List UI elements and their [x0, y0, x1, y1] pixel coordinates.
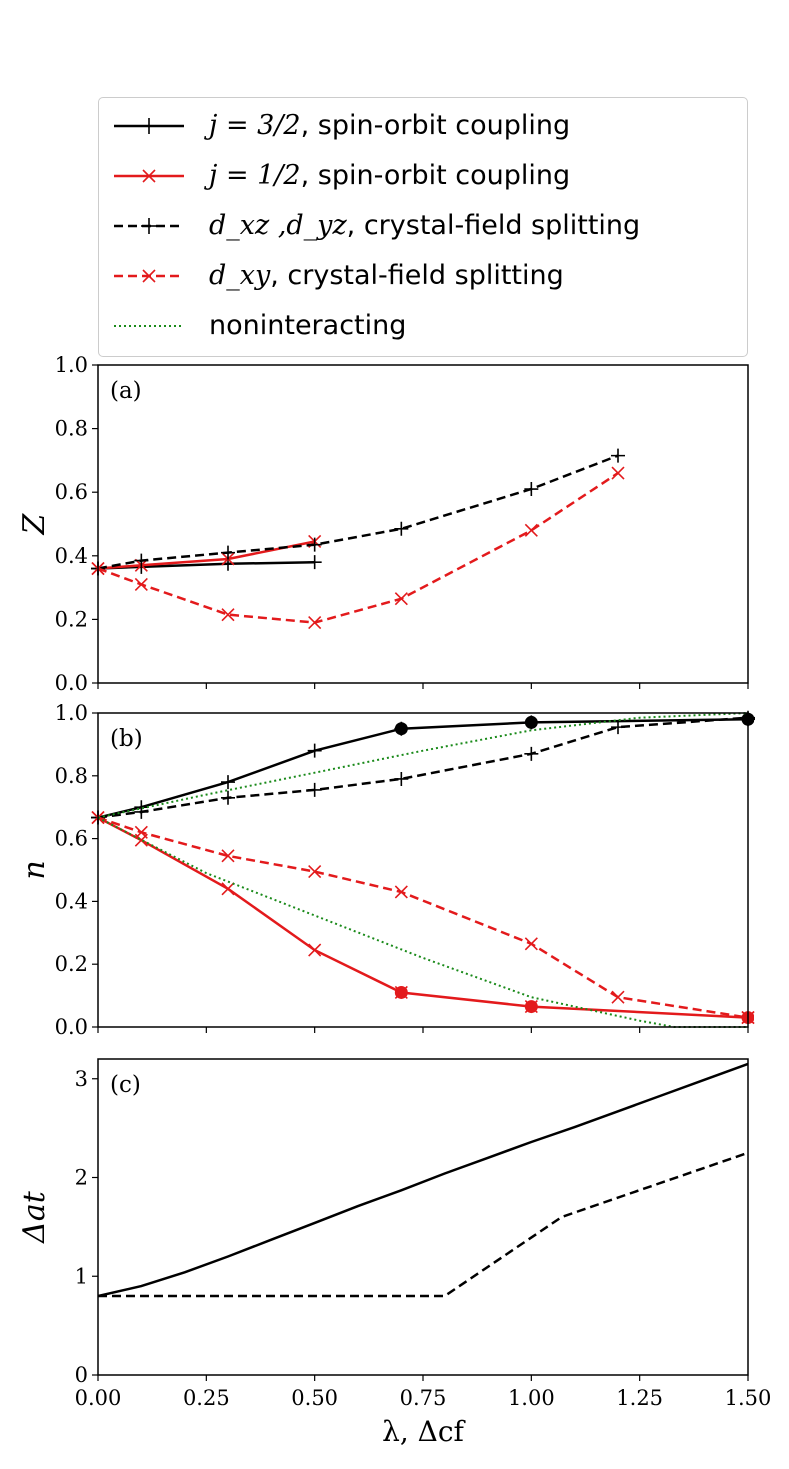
legend-swatch-dxy	[114, 269, 184, 283]
marker-p1-3-5	[524, 937, 538, 951]
marker-p1-3-4	[394, 885, 408, 899]
series-line-p1-3	[98, 816, 749, 1019]
marker-p1-3-3	[308, 865, 322, 879]
x-tick-label-0: 0.00	[75, 1386, 122, 1410]
legend-entry-dxz-dyz: d_xz ,d_yz, crystal-field splitting	[99, 206, 747, 246]
x-tick-label-4: 1.00	[508, 1386, 555, 1410]
y-tick-label-p0-2: 0.4	[55, 544, 88, 568]
x-tick-label-6: 1.50	[725, 1386, 772, 1410]
legend-swatch-noninteracting	[114, 325, 184, 327]
marker-p1-0-2	[221, 775, 235, 790]
marker-p1-2-2	[221, 790, 235, 805]
y-tick-label-p2-1: 1	[75, 1264, 88, 1288]
marker-p1-3-6	[611, 990, 625, 1004]
y-tick-label-p2-2: 2	[75, 1166, 88, 1190]
marker-p1-1-3	[308, 943, 322, 957]
marker-p1-2-4	[394, 771, 409, 786]
legend-label-dxy: d_xy, crystal-field splitting	[209, 260, 564, 291]
y-tick-label-p0-1: 0.2	[55, 607, 88, 631]
marker-p1-3-2	[221, 849, 235, 863]
y-axis-label-2: Δat	[17, 1190, 52, 1244]
y-tick-label-p1-1: 0.2	[55, 952, 88, 976]
legend-entry-noninteracting: noninteracting	[99, 306, 747, 346]
dot-p1-0-1	[524, 715, 538, 729]
marker-p0-3-5	[524, 523, 538, 537]
marker-p0-3-2	[221, 608, 235, 622]
y-axis-label-1: n	[17, 860, 52, 879]
series-line-p0-1	[98, 540, 315, 570]
x-axis-label: λ, Δcf	[382, 1415, 466, 1448]
marker-p0-3-6	[611, 466, 625, 480]
dot-p1-1-0	[394, 985, 408, 999]
y-tick-label-p0-3: 0.6	[55, 480, 88, 504]
y-tick-label-p2-0: 0	[75, 1363, 88, 1387]
marker-p1-2-6	[611, 720, 625, 735]
y-tick-label-p0-4: 0.8	[55, 417, 88, 441]
panel-label-2: (c)	[110, 1072, 141, 1098]
marker-p0-2-1	[134, 553, 149, 568]
marker-p0-3-1	[134, 577, 148, 591]
marker-p0-0-3	[307, 555, 322, 570]
marker-p1-2-5	[524, 746, 539, 761]
x-tick-label-3: 0.75	[400, 1386, 447, 1410]
series-line-p1-2	[98, 716, 749, 819]
panel-label-0: (a)	[110, 378, 142, 404]
y-tick-label-p1-3: 0.6	[55, 827, 88, 851]
y-tick-label-p0-5: 1.0	[55, 353, 88, 377]
legend-entry-j12: j = 1/2, spin-orbit coupling	[99, 156, 747, 196]
marker-p0-2-2	[221, 545, 235, 560]
marker-p0-2-5	[524, 482, 539, 497]
panel-label-1: (b)	[110, 726, 143, 752]
series-line-p0-2	[98, 454, 619, 570]
marker-p0-3-4	[394, 592, 408, 606]
marker-p1-2-3	[307, 782, 322, 797]
x-tick-label-5: 1.25	[616, 1386, 663, 1410]
x-tick-label-2: 0.50	[291, 1386, 338, 1410]
legend-label-j12: j = 1/2, spin-orbit coupling	[209, 160, 571, 191]
dot-p1-0-0	[394, 722, 408, 736]
series-line-p0-3	[98, 472, 619, 624]
y-axis-label-0: Z	[17, 512, 52, 535]
marker-p0-2-6	[611, 448, 625, 463]
y-tick-label-p1-0: 0.0	[55, 1015, 88, 1039]
marker-p1-0-3	[307, 743, 322, 758]
series-line-p2-1	[98, 1151, 749, 1298]
legend-swatch-j32	[114, 118, 184, 134]
y-tick-label-p0-0: 0.0	[55, 671, 88, 695]
series-line-p2-0	[98, 1062, 749, 1298]
legend: j = 3/2, spin-orbit coupling j = 1/2, sp…	[98, 97, 748, 357]
x-tick-label-1: 0.25	[183, 1386, 230, 1410]
legend-label-j32: j = 3/2, spin-orbit coupling	[209, 110, 571, 141]
marker-p1-2-1	[134, 804, 149, 819]
marker-p0-3-3	[308, 616, 322, 630]
y-tick-label-p1-5: 1.0	[55, 701, 88, 725]
marker-p1-3-1	[134, 825, 148, 839]
y-tick-label-p1-4: 0.8	[55, 764, 88, 788]
panel-frame-0	[97, 364, 749, 684]
legend-entry-dxy: d_xy, crystal-field splitting	[99, 256, 747, 296]
dot-p1-1-1	[524, 1000, 538, 1014]
legend-swatch-j12	[114, 169, 184, 183]
y-tick-label-p2-3: 3	[75, 1067, 88, 1091]
series-line-p1-4	[98, 712, 749, 819]
panel-frame-1	[97, 712, 749, 1028]
panel-frame-2	[97, 1058, 749, 1376]
legend-entry-j32: j = 3/2, spin-orbit coupling	[99, 106, 747, 146]
legend-swatch-dxz-dyz	[114, 218, 184, 234]
marker-p1-1-2	[221, 882, 235, 896]
marker-p0-2-3	[307, 537, 322, 552]
marker-p0-2-4	[394, 521, 409, 536]
legend-label-noninteracting: noninteracting	[209, 310, 407, 341]
y-tick-label-p1-2: 0.4	[55, 889, 88, 913]
legend-label-dxz-dyz: d_xz ,d_yz, crystal-field splitting	[209, 210, 641, 241]
series-line-p1-5	[98, 816, 748, 1028]
